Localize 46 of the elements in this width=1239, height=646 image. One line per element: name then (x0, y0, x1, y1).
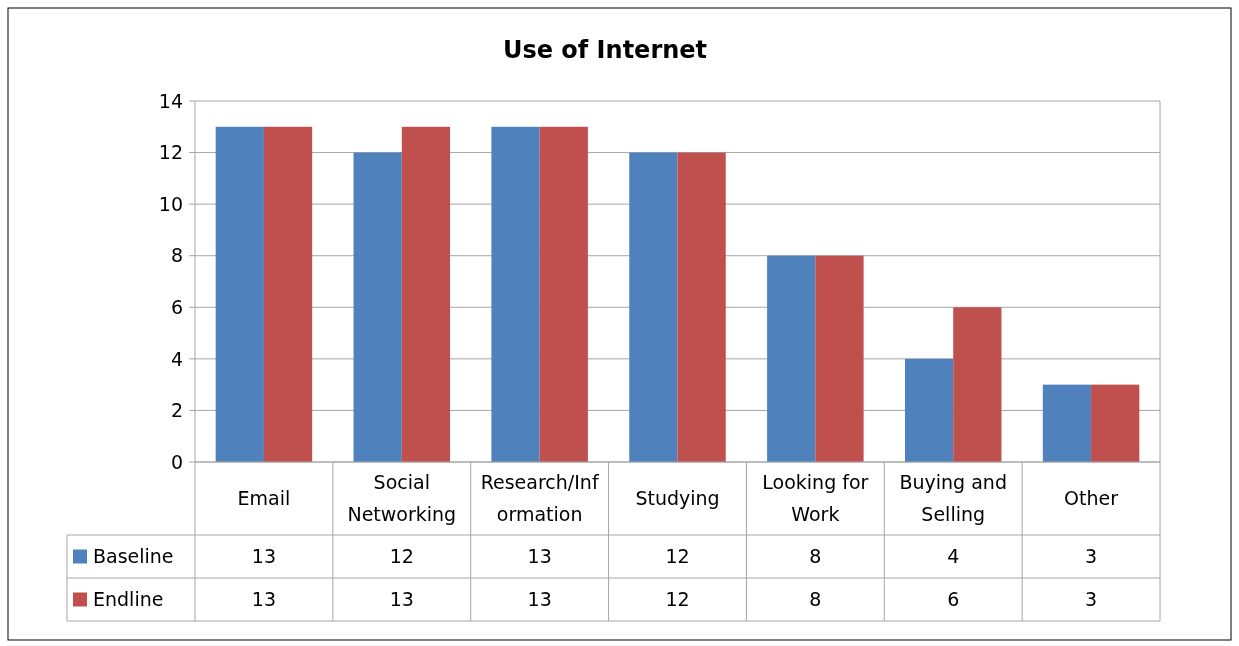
data-label: 13 (389, 588, 414, 611)
legend-label: Baseline (93, 545, 174, 568)
data-label: 8 (809, 545, 822, 568)
bar (767, 255, 816, 462)
data-label: 12 (665, 588, 690, 611)
bar (539, 126, 588, 462)
data-label: 13 (251, 588, 277, 611)
y-tick-label: 6 (170, 295, 183, 318)
data-label: 8 (809, 588, 822, 611)
bar (263, 126, 313, 462)
data-label: 13 (527, 545, 552, 568)
bar (215, 126, 264, 462)
x-tick-label: Email (237, 487, 291, 510)
y-tick-label: 2 (170, 399, 183, 422)
y-tick-label: 8 (170, 244, 183, 267)
bar (1091, 384, 1140, 462)
bar (629, 152, 678, 462)
bar (815, 255, 864, 462)
x-tick-label: Looking for Work (762, 471, 869, 526)
y-tick-label: 14 (158, 89, 183, 112)
x-tick-label: Other (1064, 487, 1119, 510)
bar (401, 126, 451, 462)
legend-label: Endline (93, 588, 164, 611)
data-label: 6 (947, 588, 960, 611)
bar (904, 358, 954, 462)
data-label: 13 (251, 545, 277, 568)
data-label: 4 (947, 545, 960, 568)
chart-title: Use of Internet (502, 36, 708, 64)
bar (353, 152, 402, 462)
data-label: 3 (1085, 588, 1098, 611)
data-label: 13 (527, 588, 552, 611)
y-tick-label: 0 (170, 450, 183, 473)
x-tick-label: Social Networking (347, 471, 457, 526)
bar (491, 126, 540, 462)
x-tick-label: Buying and Selling (899, 471, 1007, 526)
data-label: 12 (389, 545, 414, 568)
bar (953, 307, 1002, 462)
y-tick-label: 4 (170, 347, 183, 370)
y-tick-label: 12 (158, 141, 183, 164)
data-label: 12 (665, 545, 690, 568)
y-tick-label: 10 (158, 192, 183, 215)
data-label: 3 (1085, 545, 1098, 568)
x-tick-label: Studying (635, 487, 720, 510)
bar (677, 152, 726, 462)
bar (1042, 384, 1092, 462)
x-tick-label: Research/Information (480, 471, 600, 526)
